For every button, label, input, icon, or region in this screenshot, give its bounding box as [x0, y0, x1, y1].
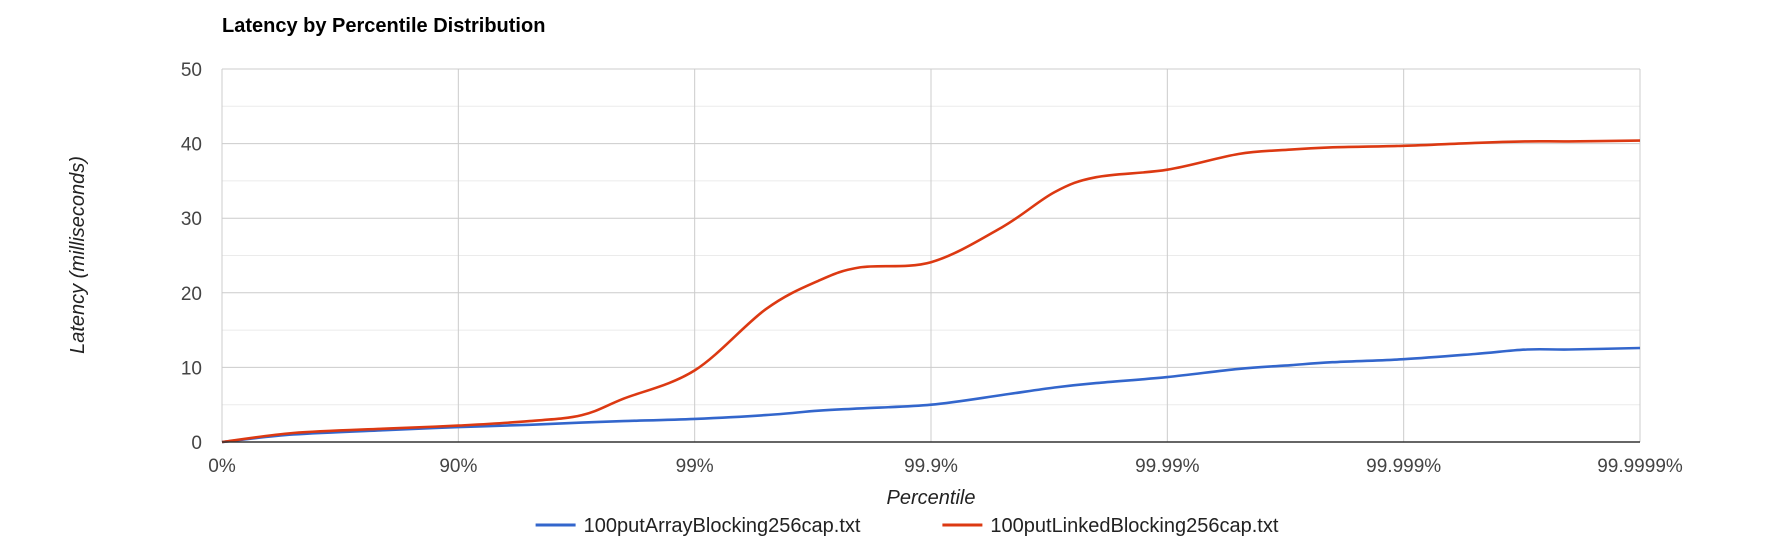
chart-title: Latency by Percentile Distribution [222, 15, 545, 37]
y-tick-label: 30 [181, 209, 202, 230]
x-tick-label: 0% [208, 456, 236, 477]
y-axis-label: Latency (milliseconds) [67, 156, 89, 354]
axes: 0 10 20 30 40 50 0% 90% 99% 99.9% 99.99% 99.999% 99.… [181, 60, 1683, 477]
legend: 100putArrayBlocking256cap.txt 100putLinke… [535, 515, 1279, 537]
legend-entry: 100putLinkedBlocking256cap.txt [990, 515, 1278, 537]
series-lines [221, 139, 1641, 444]
x-tick-label: 99.999% [1366, 456, 1441, 477]
x-tick-label: 99.99% [1135, 456, 1200, 477]
x-tick-label: 99% [676, 456, 714, 477]
grid-lines [221, 68, 1641, 442]
series-line-2 [221, 139, 1641, 444]
x-tick-label: 99.9% [904, 456, 958, 477]
y-tick-label: 40 [181, 135, 202, 156]
y-tick-label: 10 [181, 358, 202, 379]
legend-entry: 100putArrayBlocking256cap.txt [584, 515, 861, 537]
x-tick-label: 90% [439, 456, 477, 477]
series-line-1 [221, 346, 1641, 444]
y-tick-label: 0 [191, 433, 202, 454]
x-axis-label: Percentile [887, 487, 976, 509]
x-tick-label: 99.9999% [1597, 456, 1683, 477]
y-tick-label: 20 [181, 284, 202, 305]
y-tick-label: 50 [181, 60, 202, 81]
